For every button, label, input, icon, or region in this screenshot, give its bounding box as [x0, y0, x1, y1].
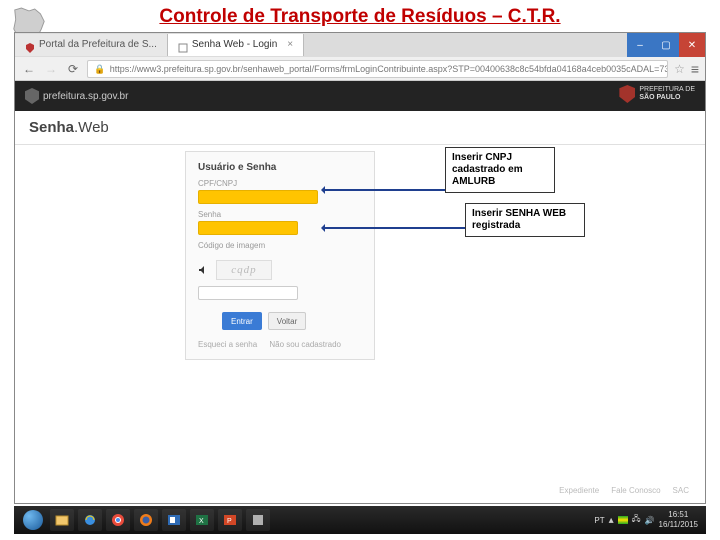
browser-window: Portal da Prefeitura de S... Senha Web -…	[14, 32, 706, 504]
footer-fale[interactable]: Fale Conosco	[611, 486, 660, 495]
forgot-link[interactable]: Esqueci a senha	[198, 340, 257, 349]
tab-senhaweb[interactable]: Senha Web - Login ×	[168, 34, 304, 56]
clock-time: 16:51	[659, 510, 698, 520]
system-tray: PT ▴ 🖧 🔊 16:51 16/11/2015	[594, 510, 702, 530]
sp-shield-icon	[619, 85, 635, 103]
network-icon[interactable]: 🖧	[632, 513, 641, 527]
footer-expediente[interactable]: Expediente	[559, 486, 599, 495]
footer-sac[interactable]: SAC	[673, 486, 689, 495]
reload-button[interactable]: ⟳	[65, 61, 81, 77]
cpf-input[interactable]	[198, 190, 318, 204]
sp-line1: PREFEITURA DE	[639, 86, 695, 94]
forward-button[interactable]: →	[43, 61, 59, 77]
senha-label: Senha	[198, 210, 362, 219]
explorer-icon[interactable]	[50, 509, 74, 531]
login-card: Usuário e Senha CPF/CNPJ Senha Código de…	[185, 151, 375, 360]
captcha-image: cqdp	[216, 260, 272, 280]
slide-title: Controle de Transporte de Resíduos – C.T…	[0, 0, 720, 32]
url-text: https://www3.prefeitura.sp.gov.br/senhaw…	[110, 64, 668, 74]
minimize-button[interactable]: –	[627, 33, 653, 57]
clock-date: 16/11/2015	[659, 520, 698, 530]
taskbar: X P PT ▴ 🖧 🔊 16:51 16/11/2015	[14, 506, 706, 534]
tab-label: Portal da Prefeitura de S...	[39, 34, 157, 56]
chrome-icon[interactable]	[106, 509, 130, 531]
tray-overflow-icon[interactable]: ▴	[609, 515, 614, 526]
callout-senha: Inserir SENHA WEB registrada	[465, 203, 585, 237]
close-button[interactable]: ✕	[679, 33, 705, 57]
login-title: Usuário e Senha	[198, 162, 362, 173]
url-input[interactable]: 🔒 https://www3.prefeitura.sp.gov.br/senh…	[87, 60, 668, 78]
outlook-icon[interactable]	[162, 509, 186, 531]
page-body: Usuário e Senha CPF/CNPJ Senha Código de…	[15, 145, 705, 503]
powerpoint-icon[interactable]: P	[218, 509, 242, 531]
shield-icon	[25, 88, 39, 104]
svg-text:P: P	[227, 518, 232, 525]
site-header: prefeitura.sp.gov.br PREFEITURA DE SÃO P…	[15, 81, 705, 111]
shield-icon	[25, 40, 35, 50]
senha-input[interactable]	[198, 221, 298, 235]
bookmark-icon[interactable]: ☆	[674, 62, 685, 76]
excel-icon[interactable]: X	[190, 509, 214, 531]
start-button[interactable]	[18, 508, 48, 532]
tab-label: Senha Web - Login	[192, 34, 277, 56]
windows-logo-icon	[23, 510, 43, 530]
flag-icon[interactable]	[618, 516, 628, 524]
app-icon[interactable]	[246, 509, 270, 531]
arrow-senha	[323, 227, 465, 229]
cpf-label: CPF/CNPJ	[198, 179, 362, 188]
prefeitura-label: prefeitura.sp.gov.br	[43, 91, 128, 102]
address-bar-row: ← → ⟳ 🔒 https://www3.prefeitura.sp.gov.b…	[15, 57, 705, 81]
senha-web-title: Senha.Web	[15, 111, 705, 145]
close-tab-icon[interactable]: ×	[287, 34, 293, 56]
footer-links: Expediente Fale Conosco SAC	[559, 486, 689, 495]
maximize-button[interactable]: ▢	[653, 33, 679, 57]
captcha-label: Código de imagem	[198, 241, 362, 250]
prefeitura-logo[interactable]: prefeitura.sp.gov.br	[25, 88, 128, 104]
back-button[interactable]: ←	[21, 61, 37, 77]
page-icon	[178, 40, 188, 50]
taskbar-clock[interactable]: 16:51 16/11/2015	[659, 510, 698, 530]
register-link[interactable]: Não sou cadastrado	[269, 340, 341, 349]
lang-indicator[interactable]: PT	[594, 516, 604, 525]
callout-cnpj: Inserir CNPJ cadastrado em AMLURB	[445, 147, 555, 193]
captcha-input[interactable]	[198, 286, 298, 300]
ie-icon[interactable]	[78, 509, 102, 531]
tab-portal[interactable]: Portal da Prefeitura de S...	[15, 34, 168, 56]
svg-text:X: X	[199, 518, 204, 525]
voltar-button[interactable]: Voltar	[268, 312, 306, 330]
volume-icon[interactable]: 🔊	[645, 516, 655, 525]
entrar-button[interactable]: Entrar	[222, 312, 262, 330]
firefox-icon[interactable]	[134, 509, 158, 531]
senha-main: Senha	[29, 119, 74, 136]
window-controls: – ▢ ✕	[627, 33, 705, 57]
lock-icon: 🔒	[94, 64, 105, 74]
chrome-menu-icon[interactable]: ≡	[691, 61, 699, 77]
sp-line2: SÃO PAULO	[639, 94, 695, 102]
tab-strip: Portal da Prefeitura de S... Senha Web -…	[15, 33, 705, 57]
speaker-icon[interactable]	[198, 265, 208, 275]
sp-brand: PREFEITURA DE SÃO PAULO	[619, 85, 695, 103]
senha-sub: .Web	[74, 119, 109, 136]
arrow-cnpj	[323, 189, 445, 191]
